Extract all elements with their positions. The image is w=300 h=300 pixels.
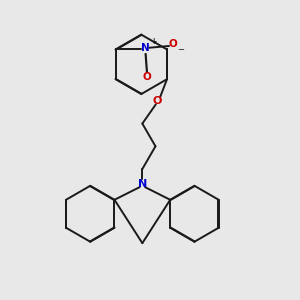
Text: O: O [142, 72, 152, 82]
Text: N: N [141, 43, 150, 53]
Text: +: + [150, 37, 156, 46]
Text: −: − [177, 45, 184, 54]
Text: N: N [138, 179, 147, 189]
Text: O: O [169, 39, 178, 49]
Text: O: O [152, 96, 162, 106]
